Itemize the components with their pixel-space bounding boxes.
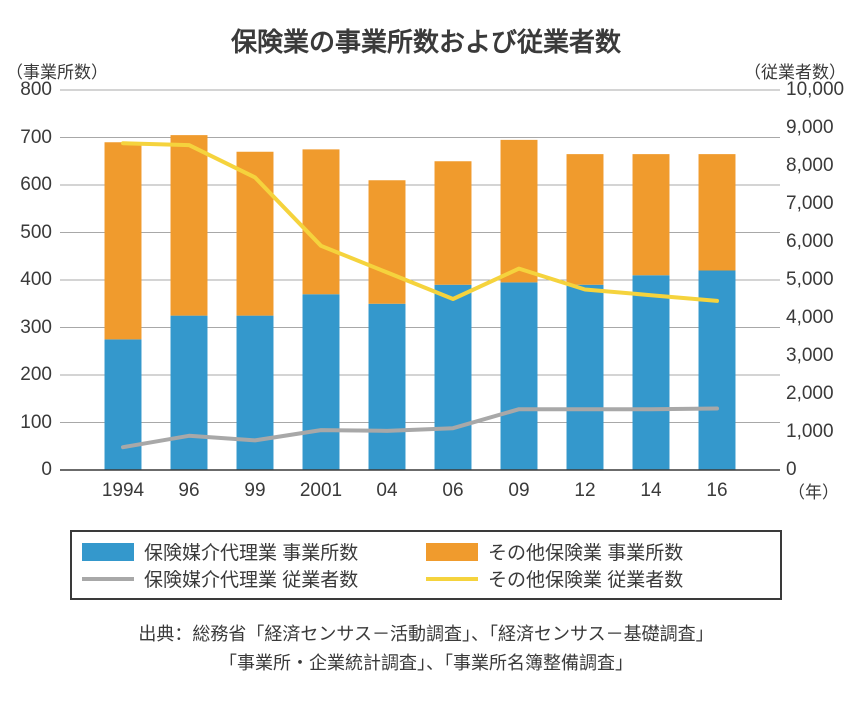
plot-area [60, 90, 780, 470]
legend-label: 保険媒介代理業 従業者数 [144, 565, 358, 592]
legend-line-gray [82, 577, 134, 581]
legend-label: その他保険業 従業者数 [488, 565, 683, 592]
legend-swatch-blue [82, 543, 134, 561]
legend-item-bar-blue: 保険媒介代理業 事業所数 [82, 538, 426, 565]
chart-title: 保険業の事業所数および従業者数 [0, 22, 852, 59]
legend-label: その他保険業 事業所数 [488, 538, 683, 565]
source-line-1: 出典：総務省「経済センサス－活動調査」、「経済センサス－基礎調査」 [0, 620, 852, 649]
left-axis-ticks: 0100200300400500600700800 [0, 90, 56, 470]
x-axis-unit: （年） [788, 478, 839, 503]
legend-item-line-yellow: その他保険業 従業者数 [426, 565, 770, 592]
x-axis-ticks: 199496992001040609121416 [60, 480, 780, 510]
right-axis-ticks: 01,0002,0003,0004,0005,0006,0007,0008,00… [782, 90, 848, 470]
legend-swatch-orange [426, 543, 478, 561]
legend-label: 保険媒介代理業 事業所数 [144, 538, 358, 565]
chart-container: 保険業の事業所数および従業者数 （事業所数） （従業者数） 0100200300… [0, 0, 852, 720]
source-citation: 出典：総務省「経済センサス－活動調査」、「経済センサス－基礎調査」 「事業所・企… [0, 620, 852, 678]
legend-item-bar-orange: その他保険業 事業所数 [426, 538, 770, 565]
legend-item-line-gray: 保険媒介代理業 従業者数 [82, 565, 426, 592]
source-line-2: 「事業所・企業統計調査」、「事業所名簿整備調査」 [0, 649, 852, 678]
legend-line-yellow [426, 577, 478, 581]
legend: 保険媒介代理業 事業所数 その他保険業 事業所数 保険媒介代理業 従業者数 その… [70, 530, 782, 600]
